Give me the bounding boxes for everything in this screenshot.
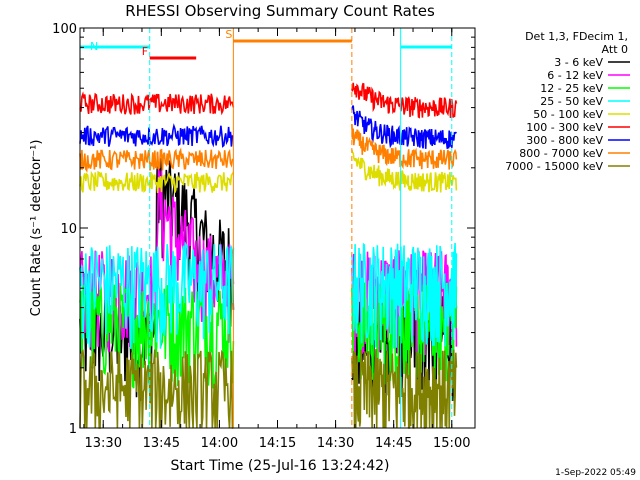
annotation-label-0: N [90, 40, 98, 53]
series-line-6 [79, 123, 234, 148]
series-6 [79, 105, 458, 149]
y-tick-label: 100 [52, 22, 77, 37]
legend-label-0: 3 - 6 keV [554, 56, 603, 69]
series-line-5 [79, 91, 235, 116]
legend-label-4: 50 - 100 keV [533, 108, 603, 121]
legend-label-1: 6 - 12 keV [547, 69, 603, 82]
annotation-label-2: S [225, 28, 232, 41]
x-tick-label: 13:30 [85, 436, 122, 451]
x-tick-label: 14:00 [201, 436, 238, 451]
chart-title: RHESSI Observing Summary Count Rates [125, 2, 435, 20]
x-tick-label: 15:00 [433, 436, 470, 451]
series-7 [79, 124, 458, 173]
series-line-4 [79, 170, 235, 194]
legend-label-7: 800 - 7000 keV [519, 147, 603, 160]
x-tick-label: 13:45 [143, 436, 180, 451]
annotation-label-1: F [142, 45, 148, 58]
series-line-8 [79, 348, 234, 429]
axes: 1 10 100 13:30 13:45 14:00 14:15 14:30 14:45 15:0… [52, 22, 476, 451]
series-3 [79, 241, 458, 349]
series-line-3 [351, 242, 458, 349]
x-tick-label: 14:15 [259, 436, 296, 451]
series-8 [79, 348, 458, 429]
series-line-8 [351, 349, 458, 429]
x-axis-label: Start Time (25-Jul-16 13:24:42) [170, 458, 389, 474]
legend-label-2: 12 - 25 keV [540, 82, 603, 95]
plot-area: N F S [79, 28, 458, 429]
series-line-6 [351, 105, 458, 149]
y-tick-label: 1 [69, 422, 77, 437]
series-line-4 [351, 149, 458, 193]
y-axis-label: Count Rate (s⁻¹ detector⁻¹) [29, 140, 44, 317]
series-line-7 [79, 147, 234, 173]
legend-label-8: 7000 - 15000 keV [505, 160, 603, 173]
series-5 [79, 82, 458, 119]
series-line-3 [79, 241, 235, 349]
series-line-7 [351, 124, 458, 170]
legend-header: Det 1,3, FDecim 1, [525, 30, 628, 43]
legend-header: Att 0 [602, 43, 628, 56]
x-tick-label: 14:30 [317, 436, 354, 451]
x-tick-label: 14:45 [375, 436, 412, 451]
series-4 [79, 149, 458, 194]
series-line-2 [351, 281, 458, 386]
y-tick-label: 10 [60, 222, 77, 237]
series-line-5 [351, 82, 458, 119]
legend-label-5: 100 - 300 keV [526, 121, 603, 134]
timestamp: 1-Sep-2022 05:49 [555, 468, 636, 478]
legend-label-6: 300 - 800 keV [526, 134, 603, 147]
legend-label-3: 25 - 50 keV [540, 95, 603, 108]
